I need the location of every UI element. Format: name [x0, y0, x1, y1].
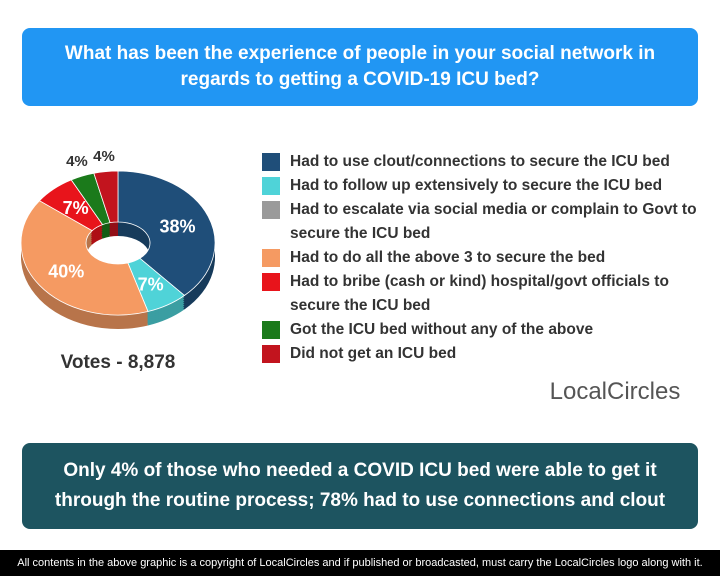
legend-item: Got the ICU bed without any of the above — [262, 318, 712, 342]
data-label: 38% — [160, 216, 196, 236]
logo: LocalCircles — [549, 378, 681, 405]
legend-swatch — [262, 345, 280, 363]
legend-swatch — [262, 249, 280, 267]
legend-item: Did not get an ICU bed — [262, 342, 712, 366]
legend-swatch — [262, 153, 280, 171]
legend-item: Had to follow up extensively to secure t… — [262, 174, 712, 198]
legend-item: Had to use clout/connections to secure t… — [262, 150, 712, 174]
data-label: 4% — [93, 148, 115, 165]
copyright: All contents in the above graphic is a c… — [0, 550, 720, 576]
data-label: 7% — [138, 275, 164, 295]
legend: Had to use clout/connections to secure t… — [262, 150, 712, 366]
legend-item: Had to bribe (cash or kind) hospital/gov… — [262, 270, 712, 318]
data-label: 40% — [48, 262, 84, 282]
legend-label: Had to bribe (cash or kind) hospital/gov… — [290, 273, 669, 314]
legend-label: Had to escalate via social media or comp… — [290, 201, 697, 242]
legend-swatch — [262, 321, 280, 339]
finding-banner: Only 4% of those who needed a COVID ICU … — [22, 443, 698, 529]
legend-label: Got the ICU bed without any of the above — [290, 321, 594, 338]
slice — [117, 170, 216, 296]
legend-item: Had to escalate via social media or comp… — [262, 198, 712, 246]
legend-label: Did not get an ICU bed — [290, 345, 457, 362]
slice — [93, 170, 119, 224]
legend-swatch — [262, 201, 280, 219]
slice — [20, 200, 149, 316]
legend-swatch — [262, 273, 280, 291]
title-banner: What has been the experience of people i… — [22, 28, 698, 106]
data-label: 7% — [63, 198, 89, 218]
votes: Votes - 8,878 — [60, 352, 176, 373]
legend-label: Had to do all the above 3 to secure the … — [290, 249, 606, 266]
data-label: 4% — [66, 153, 88, 170]
legend-swatch — [262, 177, 280, 195]
legend-item: Had to do all the above 3 to secure the … — [262, 246, 712, 270]
legend-label: Had to follow up extensively to secure t… — [290, 177, 663, 194]
legend-label: Had to use clout/connections to secure t… — [290, 153, 670, 170]
